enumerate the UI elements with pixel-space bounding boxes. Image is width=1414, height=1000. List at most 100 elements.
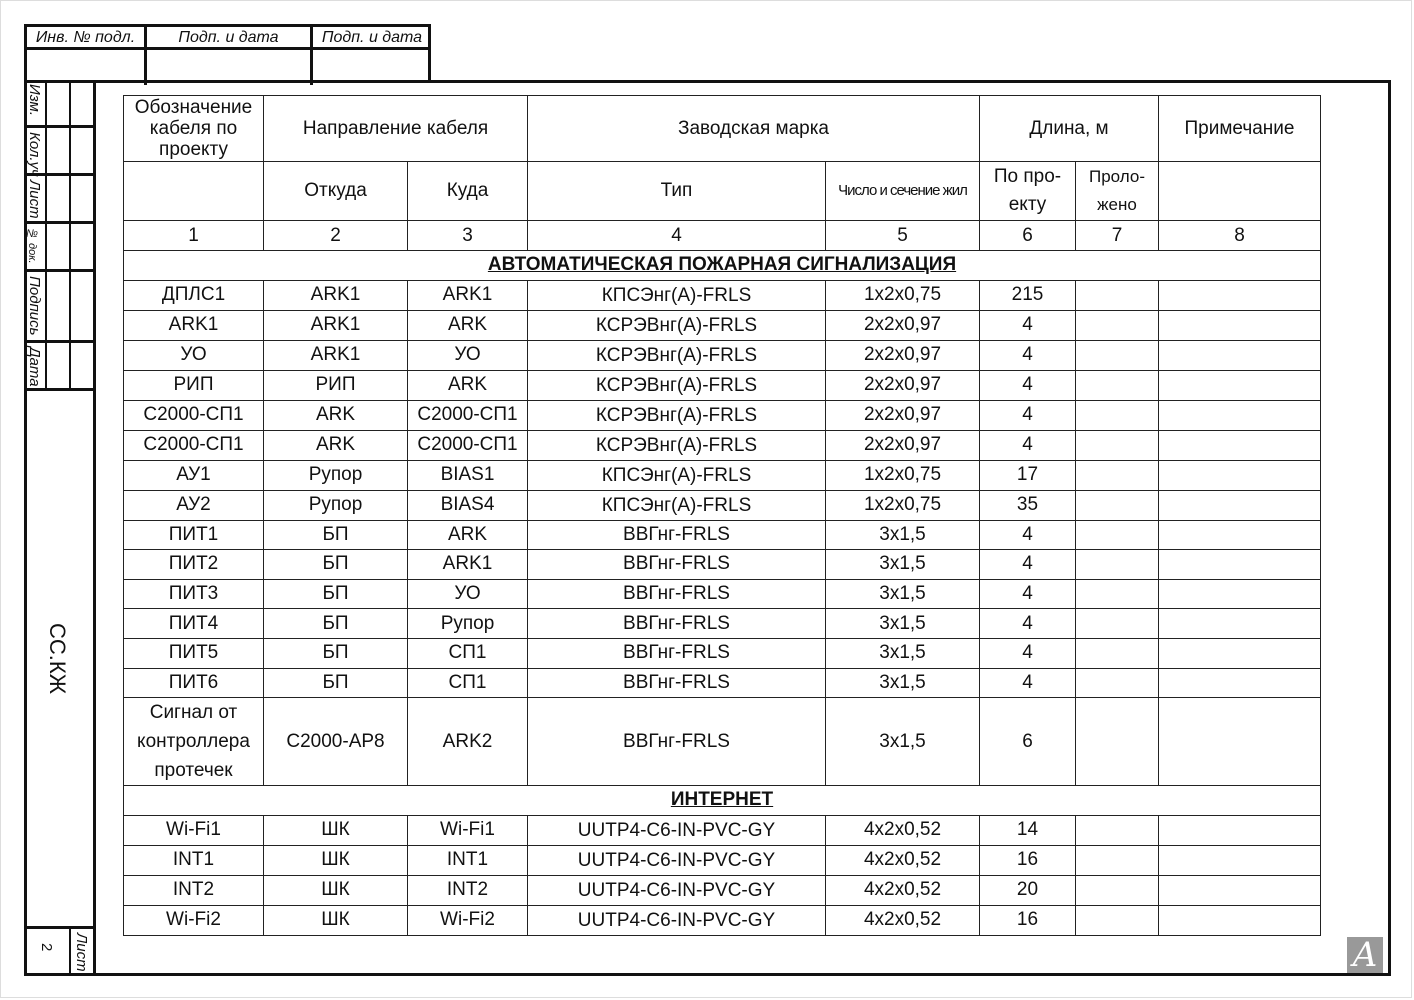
- table-row: ДПЛС1 ARK1 ARK1 КПСЭнг(А)-FRLS 1x2x0,75 215: [123, 279, 1321, 311]
- cell-length: 6: [979, 697, 1076, 787]
- table-row: ПИТ3 БП УО ВВГнг-FRLS 3x1,5 4: [123, 578, 1321, 610]
- header-length: Длина, м: [979, 95, 1159, 162]
- cell-note: [1158, 429, 1321, 461]
- cell-length: 14: [979, 814, 1076, 846]
- header-brand: Заводская марка: [527, 95, 980, 162]
- cell-cores: 4x2x0,52: [825, 814, 980, 846]
- header-cores: Число и сечение жил: [825, 161, 980, 221]
- cell-designation: С2000-СП1: [123, 429, 264, 461]
- cell-laid: [1075, 844, 1159, 876]
- cell-to: ARK1: [407, 279, 528, 311]
- revision-label: Подпись: [26, 276, 43, 336]
- revision-field: [47, 343, 71, 391]
- cell-length: 16: [979, 844, 1076, 876]
- revision-field: [47, 80, 71, 128]
- cell-laid: [1075, 279, 1159, 311]
- cell-from: ARK1: [263, 279, 408, 311]
- cell-type: КПСЭнг(А)-FRLS: [527, 489, 826, 521]
- cell-cores: 3x1,5: [825, 578, 980, 610]
- cell-designation: Сигнал от контроллера протечек: [123, 697, 264, 787]
- cell-from: РИП: [263, 369, 408, 401]
- header-by-project: По про- екту: [979, 161, 1076, 221]
- column-number: 3: [407, 220, 528, 251]
- cell-length: 4: [979, 667, 1076, 699]
- sheet-number-cell: 2: [24, 929, 71, 973]
- revision-label-cell: Лист: [24, 176, 47, 224]
- cell-from: Рупор: [263, 489, 408, 521]
- cell-type: ВВГнг-FRLS: [527, 519, 826, 551]
- cell-designation: ПИТ4: [123, 608, 264, 639]
- cell-length: 4: [979, 309, 1076, 341]
- cell-from: ARK1: [263, 339, 408, 371]
- column-number: 5: [825, 220, 980, 251]
- cell-designation: ПИТ2: [123, 549, 264, 580]
- cell-length: 17: [979, 459, 1076, 491]
- cell-cores: 2x2x0,97: [825, 339, 980, 371]
- cell-to: BIAS4: [407, 489, 528, 521]
- cell-cores: 3x1,5: [825, 608, 980, 639]
- cell-cores: 1x2x0,75: [825, 459, 980, 491]
- revision-field: [71, 224, 93, 272]
- cell-cores: 2x2x0,97: [825, 369, 980, 401]
- logo: A: [1347, 937, 1383, 973]
- cell-from: ARK: [263, 399, 408, 431]
- cell-to: УО: [407, 578, 528, 610]
- cell-cores: 3x1,5: [825, 519, 980, 551]
- table-row: УО ARK1 УО КСРЭВнг(А)-FRLS 2x2x0,97 4: [123, 339, 1321, 371]
- column-number: 2: [263, 220, 408, 251]
- cell-from: БП: [263, 519, 408, 551]
- cell-type: КПСЭнг(А)-FRLS: [527, 459, 826, 491]
- sheet-label: Лист: [73, 933, 90, 972]
- cell-designation: Wi-Fi2: [123, 904, 264, 936]
- section-title: ИНТЕРНЕТ: [123, 785, 1321, 816]
- cell-from: ШК: [263, 904, 408, 936]
- cell-from: ШК: [263, 814, 408, 846]
- cell-laid: [1075, 429, 1159, 461]
- revision-label-cell: Кол.уч: [24, 128, 47, 177]
- cell-to: СП1: [407, 667, 528, 699]
- sheet-number: 2: [38, 943, 55, 952]
- cell-laid: [1075, 667, 1159, 699]
- cell-designation: ПИТ3: [123, 578, 264, 610]
- table-row: АУ2 Рупор BIAS4 КПСЭнг(А)-FRLS 1x2x0,75 35: [123, 489, 1321, 521]
- cell-from: ШК: [263, 874, 408, 906]
- cell-note: [1158, 549, 1321, 580]
- table-row: ПИТ6 БП СП1 ВВГнг-FRLS 3x1,5 4: [123, 667, 1321, 699]
- column-number: 8: [1158, 220, 1321, 251]
- cell-length: 16: [979, 904, 1076, 936]
- cell-note: [1158, 339, 1321, 371]
- cell-designation: ПИТ6: [123, 667, 264, 699]
- cell-note: [1158, 519, 1321, 551]
- cell-designation: ПИТ1: [123, 519, 264, 551]
- table-row: ПИТ2 БП ARK1 ВВГнг-FRLS 3x1,5 4: [123, 549, 1321, 580]
- stamp-field: [147, 50, 313, 85]
- cell-type: ВВГнг-FRLS: [527, 549, 826, 580]
- table-row: ПИТ1 БП ARK ВВГнг-FRLS 3x1,5 4: [123, 519, 1321, 551]
- column-number: 4: [527, 220, 826, 251]
- revision-field: [71, 176, 93, 224]
- cell-note: [1158, 904, 1321, 936]
- cell-cores: 2x2x0,97: [825, 309, 980, 341]
- table-row: С2000-СП1 ARK С2000-СП1 КСРЭВнг(А)-FRLS 2x2x…: [123, 429, 1321, 461]
- cell-note: [1158, 697, 1321, 787]
- cell-to: С2000-СП1: [407, 399, 528, 431]
- cell-length: 4: [979, 549, 1076, 580]
- cell-note: [1158, 637, 1321, 669]
- cell-to: Wi-Fi2: [407, 904, 528, 936]
- cell-length: 4: [979, 369, 1076, 401]
- revision-label-cell: Подпись: [24, 272, 47, 343]
- cell-type: КСРЭВнг(А)-FRLS: [527, 429, 826, 461]
- cell-from: ARK1: [263, 309, 408, 341]
- revision-field: [47, 176, 71, 224]
- cell-type: ВВГнг-FRLS: [527, 697, 826, 787]
- column-number: 6: [979, 220, 1076, 251]
- header-designation: Обозначение кабеля по проекту: [123, 95, 264, 162]
- revision-field: [71, 128, 93, 176]
- sheet-label-cell: Лист: [71, 929, 93, 973]
- cell-to: Рупор: [407, 608, 528, 639]
- cell-laid: [1075, 339, 1159, 371]
- cell-from: БП: [263, 578, 408, 610]
- cell-to: Wi-Fi1: [407, 814, 528, 846]
- cell-to: ARK: [407, 369, 528, 401]
